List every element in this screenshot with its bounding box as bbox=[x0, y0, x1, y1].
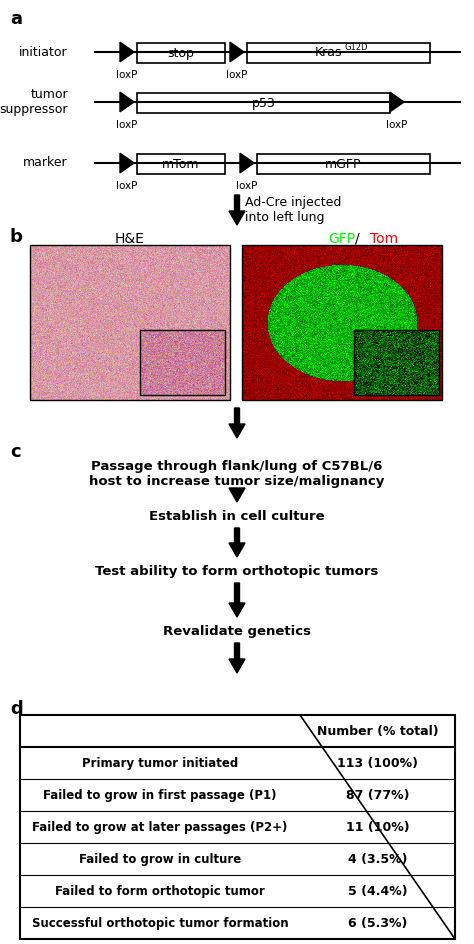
FancyBboxPatch shape bbox=[137, 43, 225, 63]
Bar bbox=[242, 245, 442, 400]
Polygon shape bbox=[229, 195, 245, 225]
Text: 87 (77%): 87 (77%) bbox=[346, 788, 409, 801]
Text: a: a bbox=[10, 10, 22, 28]
Text: mGFP: mGFP bbox=[325, 158, 362, 171]
Polygon shape bbox=[230, 42, 244, 61]
Bar bbox=[354, 330, 439, 395]
Text: Failed to grow in first passage (P1): Failed to grow in first passage (P1) bbox=[43, 788, 277, 801]
Polygon shape bbox=[229, 408, 245, 438]
FancyBboxPatch shape bbox=[137, 154, 225, 174]
Text: H&E: H&E bbox=[115, 232, 145, 246]
Text: 5 (4.4%): 5 (4.4%) bbox=[348, 885, 407, 898]
Text: 113 (100%): 113 (100%) bbox=[337, 756, 418, 769]
Text: G12D: G12D bbox=[345, 43, 368, 53]
Polygon shape bbox=[120, 93, 134, 111]
Text: Passage through flank/lung of C57BL/6
host to increase tumor size/malignancy: Passage through flank/lung of C57BL/6 ho… bbox=[89, 460, 385, 488]
Polygon shape bbox=[120, 153, 134, 173]
Text: /: / bbox=[355, 232, 359, 246]
Text: GFP: GFP bbox=[328, 232, 355, 246]
Polygon shape bbox=[229, 488, 245, 502]
Bar bbox=[30, 245, 230, 400]
Text: Test ability to form orthotopic tumors: Test ability to form orthotopic tumors bbox=[95, 565, 379, 578]
Text: loxP: loxP bbox=[237, 181, 258, 191]
Text: loxP: loxP bbox=[116, 181, 137, 191]
FancyBboxPatch shape bbox=[137, 93, 390, 113]
Text: loxP: loxP bbox=[116, 120, 137, 130]
Text: marker: marker bbox=[23, 157, 68, 170]
Text: Tom: Tom bbox=[370, 232, 398, 246]
Text: c: c bbox=[10, 443, 21, 461]
Text: mTom: mTom bbox=[162, 158, 200, 171]
Polygon shape bbox=[229, 643, 245, 673]
Text: 6 (5.3%): 6 (5.3%) bbox=[348, 917, 407, 930]
Polygon shape bbox=[229, 583, 245, 617]
Text: Revalidate genetics: Revalidate genetics bbox=[163, 625, 311, 638]
Text: d: d bbox=[10, 700, 23, 718]
Text: 4 (3.5%): 4 (3.5%) bbox=[348, 852, 407, 866]
Bar bbox=[20, 715, 455, 939]
Text: loxP: loxP bbox=[386, 120, 408, 130]
Text: loxP: loxP bbox=[116, 70, 137, 80]
Polygon shape bbox=[120, 42, 134, 61]
Polygon shape bbox=[240, 153, 254, 173]
Text: Ad-Cre injected
into left lung: Ad-Cre injected into left lung bbox=[245, 196, 341, 224]
Text: initiator: initiator bbox=[19, 45, 68, 59]
Text: p53: p53 bbox=[252, 96, 275, 110]
Text: Number (% total): Number (% total) bbox=[317, 724, 438, 737]
Text: Failed to form orthotopic tumor: Failed to form orthotopic tumor bbox=[55, 885, 265, 898]
Text: 11 (10%): 11 (10%) bbox=[346, 820, 410, 834]
Text: Primary tumor initiated: Primary tumor initiated bbox=[82, 756, 238, 769]
Text: b: b bbox=[10, 228, 23, 246]
Text: Establish in cell culture: Establish in cell culture bbox=[149, 510, 325, 523]
Text: tumor
suppressor: tumor suppressor bbox=[0, 88, 68, 116]
Text: Failed to grow at later passages (P2+): Failed to grow at later passages (P2+) bbox=[32, 820, 288, 834]
FancyBboxPatch shape bbox=[247, 43, 430, 63]
Text: Kras: Kras bbox=[315, 46, 342, 59]
FancyBboxPatch shape bbox=[257, 154, 430, 174]
Bar bbox=[140, 330, 225, 395]
Polygon shape bbox=[229, 528, 245, 557]
Text: loxP: loxP bbox=[226, 70, 248, 80]
Text: Failed to grow in culture: Failed to grow in culture bbox=[79, 852, 241, 866]
Text: Successful orthotopic tumor formation: Successful orthotopic tumor formation bbox=[32, 917, 288, 930]
Text: stop: stop bbox=[168, 46, 194, 59]
Polygon shape bbox=[390, 93, 404, 111]
